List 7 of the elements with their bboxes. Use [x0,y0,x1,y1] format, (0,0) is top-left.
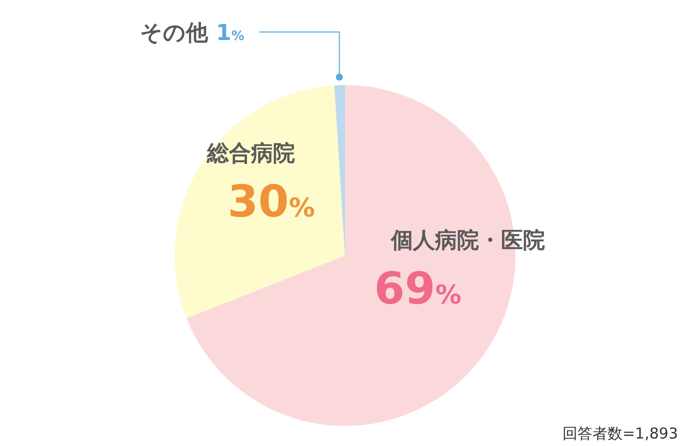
text: 回答者数=1,893 [562,424,678,442]
slice-label: 総合病院 [206,142,296,166]
slice-label: その他 [140,21,210,46]
slice-label: 個人病院・医院 [390,228,545,254]
data-label: 30% [228,176,315,228]
data-label: 1% [216,21,244,46]
data-label: 69% [374,264,462,314]
